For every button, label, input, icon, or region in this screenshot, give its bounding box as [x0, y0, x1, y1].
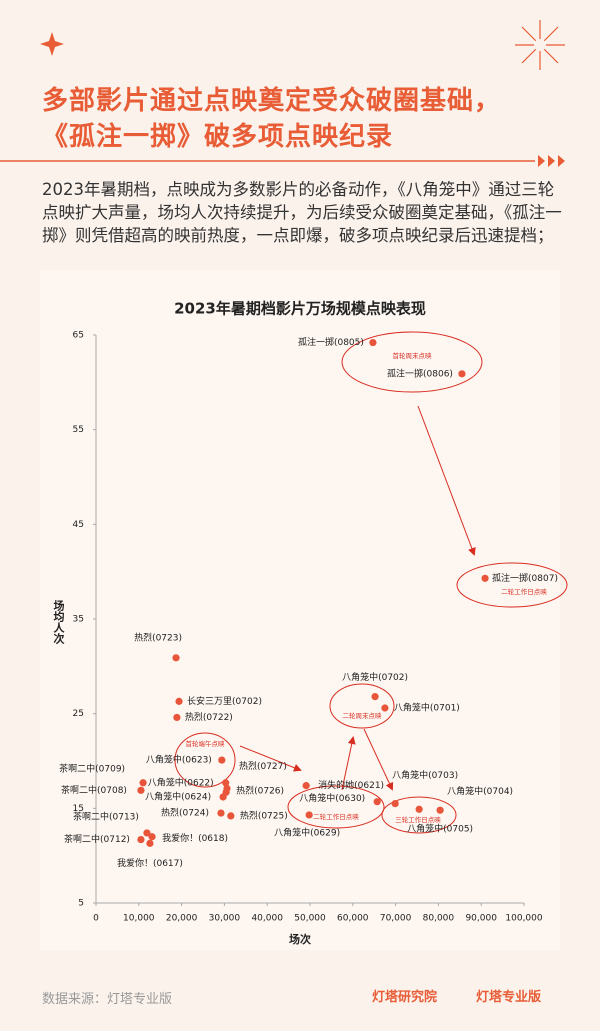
- point-label: 我爱你！(0618): [162, 832, 228, 844]
- annotation: 二轮工作日点映: [501, 587, 547, 596]
- point-label: 热烈(0725): [240, 809, 288, 821]
- x-axis-label: 场次: [289, 932, 311, 946]
- x-tick-label: 80,000: [423, 914, 455, 924]
- annotation: 二轮周末点映: [343, 711, 383, 720]
- annotation: 首轮端午点映: [186, 739, 226, 748]
- point: [381, 704, 389, 712]
- point-label: 八角笼中(0630): [299, 792, 365, 804]
- point: [218, 756, 226, 764]
- point: [175, 697, 183, 705]
- source: 数据来源：灯塔专业版: [42, 992, 173, 1007]
- x-tick-label: 20,000: [166, 914, 198, 924]
- point-label: 热烈(0727): [239, 760, 287, 772]
- point-label: 八角笼中(0629): [274, 826, 340, 838]
- point-label: 我爱你！(0617): [117, 857, 183, 869]
- point: [143, 829, 151, 837]
- point: [415, 805, 423, 813]
- annotation: 二轮工作日点映: [313, 812, 359, 821]
- point: [139, 779, 147, 787]
- x-tick-label: 60,000: [337, 914, 369, 924]
- y-tick-label: 25: [73, 709, 84, 719]
- y-axis-label: 场均人次: [52, 599, 65, 645]
- point-label: 八角笼中(0623): [146, 754, 212, 766]
- point: [227, 812, 235, 820]
- point: [137, 835, 145, 844]
- y-tick-label: 5: [78, 899, 84, 909]
- annotation: 三轮工作日点映: [395, 815, 441, 824]
- point-label: 茶啊二中(0709): [59, 762, 125, 774]
- logo: 灯塔专业版: [476, 990, 542, 1005]
- x-tick-label: 100,000: [505, 914, 542, 924]
- point-label: 孤注一掷(0805): [298, 336, 364, 348]
- point-label: 八角笼中(0704): [447, 785, 513, 797]
- point-label: 孤注一掷(0807): [492, 572, 558, 584]
- annotation-shapes: [174, 331, 568, 834]
- point-label: 茶啊二中(0713): [73, 810, 139, 822]
- x-tick-label: 30,000: [209, 914, 241, 924]
- point: [373, 798, 381, 806]
- logo: 灯塔研究院: [372, 990, 438, 1005]
- point: [391, 800, 399, 808]
- point: [302, 782, 310, 790]
- decor: [0, 20, 565, 167]
- point: [436, 806, 444, 814]
- point: [173, 713, 181, 722]
- chart-title: 2023年暑期档影片万场规模点映表现: [174, 300, 426, 318]
- point: [222, 779, 230, 787]
- point-label: 消失的她(0621): [318, 779, 384, 791]
- point-label: 热烈(0722): [185, 711, 233, 723]
- point: [172, 654, 180, 662]
- point: [369, 338, 377, 347]
- y-tick-label: 35: [73, 615, 84, 625]
- point-label: 热烈(0723): [134, 631, 182, 643]
- point-label: 八角笼中(0705): [407, 823, 473, 835]
- point: [217, 809, 225, 817]
- point: [148, 833, 156, 841]
- y-tick-label: 55: [73, 425, 84, 435]
- point-label: 孤注一掷(0806): [387, 367, 453, 379]
- point-label: 八角笼中(0624): [145, 790, 211, 802]
- point-label: 热烈(0726): [236, 785, 284, 797]
- annotation: 首轮周末点映: [393, 351, 433, 360]
- point-label: 茶啊二中(0708): [61, 784, 127, 796]
- point: [137, 786, 145, 794]
- title-line: 多部影片通过点映奠定受众破圈基础，: [42, 86, 502, 116]
- paragraph: 2023年暑期档，点映成为多数影片的必备动作，《八角笼中》通过三轮点映扩大声量，…: [42, 180, 562, 245]
- x-tick-label: 10,000: [123, 914, 155, 924]
- point-label: 热烈(0724): [161, 807, 209, 819]
- point: [371, 693, 379, 701]
- title-line: 《孤注一掷》破多项点映纪录: [42, 122, 394, 152]
- y-tick-label: 45: [73, 520, 84, 530]
- y-tick-label: 15: [73, 804, 84, 814]
- chart-panel: [40, 270, 560, 950]
- x-tick-label: 70,000: [380, 914, 412, 924]
- point: [222, 788, 230, 796]
- x-tick-label: 0: [93, 914, 99, 924]
- point-label: 八角笼中(0702): [342, 671, 408, 683]
- point: [458, 370, 466, 378]
- x-tick-label: 40,000: [251, 914, 283, 924]
- point-label: 八角笼中(0703): [392, 769, 458, 781]
- point-label: 八角笼中(0701): [394, 701, 460, 713]
- point: [481, 574, 489, 582]
- point: [305, 811, 313, 819]
- y-tick-label: 65: [73, 331, 84, 341]
- point: [146, 839, 154, 847]
- x-tick-label: 50,000: [294, 914, 326, 924]
- point-label: 八角笼中(0622): [148, 776, 214, 788]
- x-tick-label: 90,000: [465, 914, 497, 924]
- point-label: 长安三万里(0702): [187, 695, 262, 707]
- point-label: 茶啊二中(0712): [64, 833, 130, 845]
